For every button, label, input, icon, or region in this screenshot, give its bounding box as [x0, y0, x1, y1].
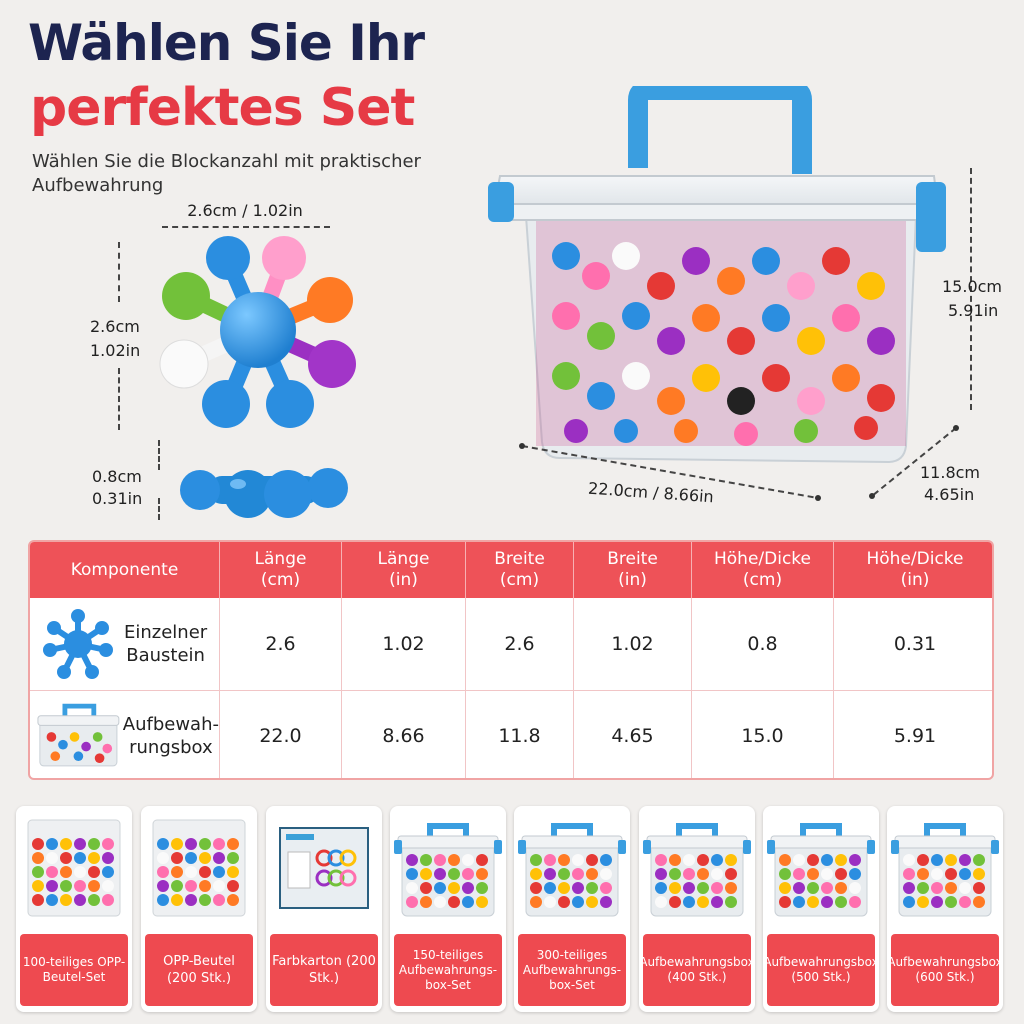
- set-image: [767, 823, 875, 917]
- table-header-cell: Länge (in): [342, 542, 466, 598]
- table-header: [30, 542, 992, 598]
- row-separator: [30, 690, 992, 691]
- set-image: [279, 827, 369, 909]
- table-cell: 22.0: [220, 690, 342, 778]
- set-card[interactable]: Aufbewahrungsbox (500 Stk.): [763, 806, 879, 1012]
- set-label: Aufbewahrungsbox (600 Stk.): [887, 934, 1003, 1006]
- set-card[interactable]: Farbkarton (200 Stk.): [266, 806, 382, 1012]
- page-subtitle: Wählen Sie die Blockanzahl mit praktisch…: [32, 151, 421, 196]
- component-label: Aufbewah-rungsbox: [122, 714, 219, 758]
- set-label: 100-teiliges OPP-Beutel-Set: [20, 934, 128, 1006]
- table-cell: 8.66: [342, 690, 466, 778]
- table-cell: 15.0: [692, 690, 834, 778]
- set-image: [27, 819, 121, 917]
- block-width-label: 2.6cm / 1.02in: [187, 201, 303, 220]
- set-image: [891, 823, 999, 917]
- table-header-cell: Höhe/Dicke (in): [866, 549, 964, 590]
- table-header-cell: Breite (in): [574, 542, 692, 598]
- set-card[interactable]: 300-teiliges Aufbewahrungs-box-Set: [514, 806, 630, 1012]
- block-thickness-cm: 0.8cm: [92, 467, 142, 486]
- box-depth-cm: 11.8cm: [920, 463, 981, 482]
- table-row-component: Aufbewah-rungsbox: [30, 690, 220, 778]
- table-cell: 11.8: [466, 690, 574, 778]
- set-image: [394, 823, 502, 917]
- set-card[interactable]: OPP-Beutel (200 Stk.): [141, 806, 257, 1012]
- table-cell: 4.65: [574, 690, 692, 778]
- set-label: Aufbewahrungsbox (500 Stk.): [763, 934, 879, 1006]
- box-depth-in: 4.65in: [924, 485, 975, 504]
- page-title-line2: perfektes Set: [30, 78, 415, 138]
- table-cell: 0.31: [893, 633, 937, 655]
- box-length-line: [519, 443, 821, 501]
- set-card[interactable]: Aufbewahrungsbox (600 Stk.): [887, 806, 1003, 1012]
- block-illustration: [159, 236, 356, 428]
- block-height-line-top: [118, 242, 120, 302]
- set-image: [518, 823, 626, 917]
- page-title-line1: Wählen Sie Ihr: [28, 14, 425, 72]
- box-height-cm: 15.0cm: [942, 277, 1003, 296]
- block-thickness-in: 0.31in: [92, 489, 143, 508]
- box-height-in: 5.91in: [948, 301, 999, 320]
- set-label: 300-teiliges Aufbewahrungs-box-Set: [518, 934, 626, 1006]
- box-height-line: [970, 168, 972, 410]
- set-label: OPP-Beutel (200 Stk.): [145, 934, 253, 1006]
- set-label: 150-teiliges Aufbewahrungs-box-Set: [394, 934, 502, 1006]
- block-height-in: 1.02in: [90, 341, 141, 360]
- box-contents: [552, 242, 895, 446]
- table-cell: 2.6: [466, 598, 574, 690]
- table-cell: 0.8: [692, 598, 834, 690]
- table-cell: 2.6: [220, 598, 342, 690]
- block-height-cm: 2.6cm: [90, 317, 140, 336]
- set-label: Farbkarton (200 Stk.): [270, 934, 378, 1006]
- storage-box-illustration: [488, 86, 946, 464]
- block-thickness-line-bottom: [158, 498, 160, 520]
- table-row-component: Einzelner Baustein: [30, 598, 220, 690]
- table-cell: 5.91: [893, 725, 937, 747]
- table-cell: 1.02: [574, 598, 692, 690]
- box-thumbnail: [37, 703, 120, 767]
- table-header-cell: Höhe/Dicke (cm): [692, 542, 834, 598]
- table-header-cell: Länge (cm): [220, 542, 342, 598]
- table-header-cell: Komponente: [30, 542, 220, 598]
- dimensions-table: Komponente Länge (cm) Länge (in) Breite (cm…: [28, 540, 994, 780]
- set-card[interactable]: Aufbewahrungsbox (400 Stk.): [639, 806, 755, 1012]
- box-depth-line: [869, 425, 959, 499]
- set-card[interactable]: 100-teiliges OPP-Beutel-Set: [16, 806, 132, 1012]
- component-label: Einzelner Baustein: [124, 622, 208, 666]
- table-header-cell: Breite (cm): [466, 542, 574, 598]
- set-label: Aufbewahrungsbox (400 Stk.): [639, 934, 755, 1006]
- block-height-line-bottom: [118, 368, 120, 430]
- set-image: [643, 823, 751, 917]
- table-cell: 1.02: [342, 598, 466, 690]
- block-thumbnail: [43, 609, 113, 679]
- block-width-line: [162, 226, 330, 228]
- block-side-view: [180, 468, 348, 518]
- block-thickness-line-top: [158, 440, 160, 470]
- set-image: [152, 819, 246, 917]
- set-card[interactable]: 150-teiliges Aufbewahrungs-box-Set: [390, 806, 506, 1012]
